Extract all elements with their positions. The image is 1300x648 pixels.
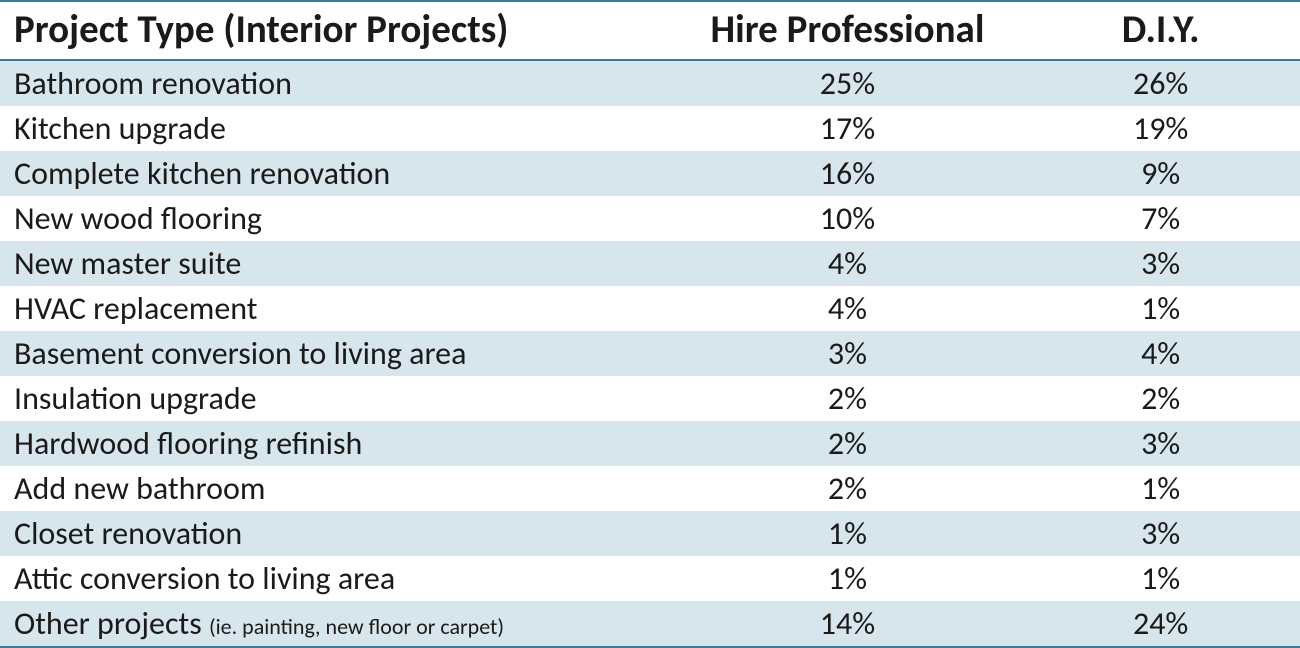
cell-diy: 9% <box>1021 151 1300 196</box>
table-row: Closet renovation 1%3% <box>0 511 1300 556</box>
project-label: Hardwood flooring refinish <box>14 424 362 463</box>
cell-diy: 4% <box>1021 331 1300 376</box>
cell-diy: 3% <box>1021 511 1300 556</box>
project-label: HVAC replacement <box>14 289 257 328</box>
cell-diy: 1% <box>1021 556 1300 601</box>
table-row: Complete kitchen renovation 16%9% <box>0 151 1300 196</box>
cell-project: New wood flooring <box>0 196 674 241</box>
table-row: Kitchen upgrade 17%19% <box>0 106 1300 151</box>
col-header-project: Project Type (Interior Projects) <box>0 1 674 60</box>
cell-diy: 26% <box>1021 60 1300 106</box>
cell-pro: 1% <box>674 556 1022 601</box>
project-note: (ie. painting, new floor or carpet) <box>209 613 504 640</box>
cell-project: Other projects (ie. painting, new floor … <box>0 601 674 647</box>
cell-project: Add new bathroom <box>0 466 674 511</box>
cell-diy: 7% <box>1021 196 1300 241</box>
project-label: Closet renovation <box>14 514 242 553</box>
table-row: Attic conversion to living area 1%1% <box>0 556 1300 601</box>
cell-pro: 1% <box>674 511 1022 556</box>
table-row: Hardwood flooring refinish 2%3% <box>0 421 1300 466</box>
cell-project: Basement conversion to living area <box>0 331 674 376</box>
cell-pro: 25% <box>674 60 1022 106</box>
cell-pro: 2% <box>674 376 1022 421</box>
cell-project: Bathroom renovation <box>0 60 674 106</box>
cell-project: Attic conversion to living area <box>0 556 674 601</box>
cell-diy: 1% <box>1021 286 1300 331</box>
cell-diy: 2% <box>1021 376 1300 421</box>
project-label: Kitchen upgrade <box>14 109 226 148</box>
cell-diy: 3% <box>1021 421 1300 466</box>
cell-project: Closet renovation <box>0 511 674 556</box>
table-row: Bathroom renovation 25%26% <box>0 60 1300 106</box>
project-label: Basement conversion to living area <box>14 334 466 373</box>
cell-pro: 17% <box>674 106 1022 151</box>
cell-pro: 2% <box>674 421 1022 466</box>
project-label: Add new bathroom <box>14 469 265 508</box>
cell-project: HVAC replacement <box>0 286 674 331</box>
project-label: Bathroom renovation <box>14 64 292 103</box>
cell-pro: 4% <box>674 286 1022 331</box>
table-row: Add new bathroom 2%1% <box>0 466 1300 511</box>
table-row: Other projects (ie. painting, new floor … <box>0 601 1300 647</box>
project-label: New wood flooring <box>14 199 262 238</box>
table-row: New wood flooring 10%7% <box>0 196 1300 241</box>
cell-project: Complete kitchen renovation <box>0 151 674 196</box>
cell-diy: 24% <box>1021 601 1300 647</box>
col-header-pro: Hire Professional <box>674 1 1022 60</box>
table-row: Basement conversion to living area 3%4% <box>0 331 1300 376</box>
cell-pro: 3% <box>674 331 1022 376</box>
table-row: New master suite 4%3% <box>0 241 1300 286</box>
cell-project: New master suite <box>0 241 674 286</box>
project-label: Attic conversion to living area <box>14 559 395 598</box>
cell-project: Kitchen upgrade <box>0 106 674 151</box>
col-header-diy: D.I.Y. <box>1021 1 1300 60</box>
cell-project: Hardwood flooring refinish <box>0 421 674 466</box>
cell-pro: 2% <box>674 466 1022 511</box>
project-label: Complete kitchen renovation <box>14 154 390 193</box>
cell-diy: 19% <box>1021 106 1300 151</box>
project-label: New master suite <box>14 244 241 283</box>
project-label: Insulation upgrade <box>14 379 257 418</box>
project-label: Other projects <box>14 604 202 643</box>
table-body: Bathroom renovation25%26%Kitchen upgrade… <box>0 60 1300 647</box>
table-header-row: Project Type (Interior Projects) Hire Pr… <box>0 1 1300 60</box>
cell-pro: 4% <box>674 241 1022 286</box>
table-row: Insulation upgrade 2%2% <box>0 376 1300 421</box>
cell-pro: 16% <box>674 151 1022 196</box>
cell-pro: 14% <box>674 601 1022 647</box>
cell-diy: 3% <box>1021 241 1300 286</box>
cell-project: Insulation upgrade <box>0 376 674 421</box>
table-row: HVAC replacement 4%1% <box>0 286 1300 331</box>
cell-pro: 10% <box>674 196 1022 241</box>
cell-diy: 1% <box>1021 466 1300 511</box>
interior-projects-table: Project Type (Interior Projects) Hire Pr… <box>0 0 1300 648</box>
